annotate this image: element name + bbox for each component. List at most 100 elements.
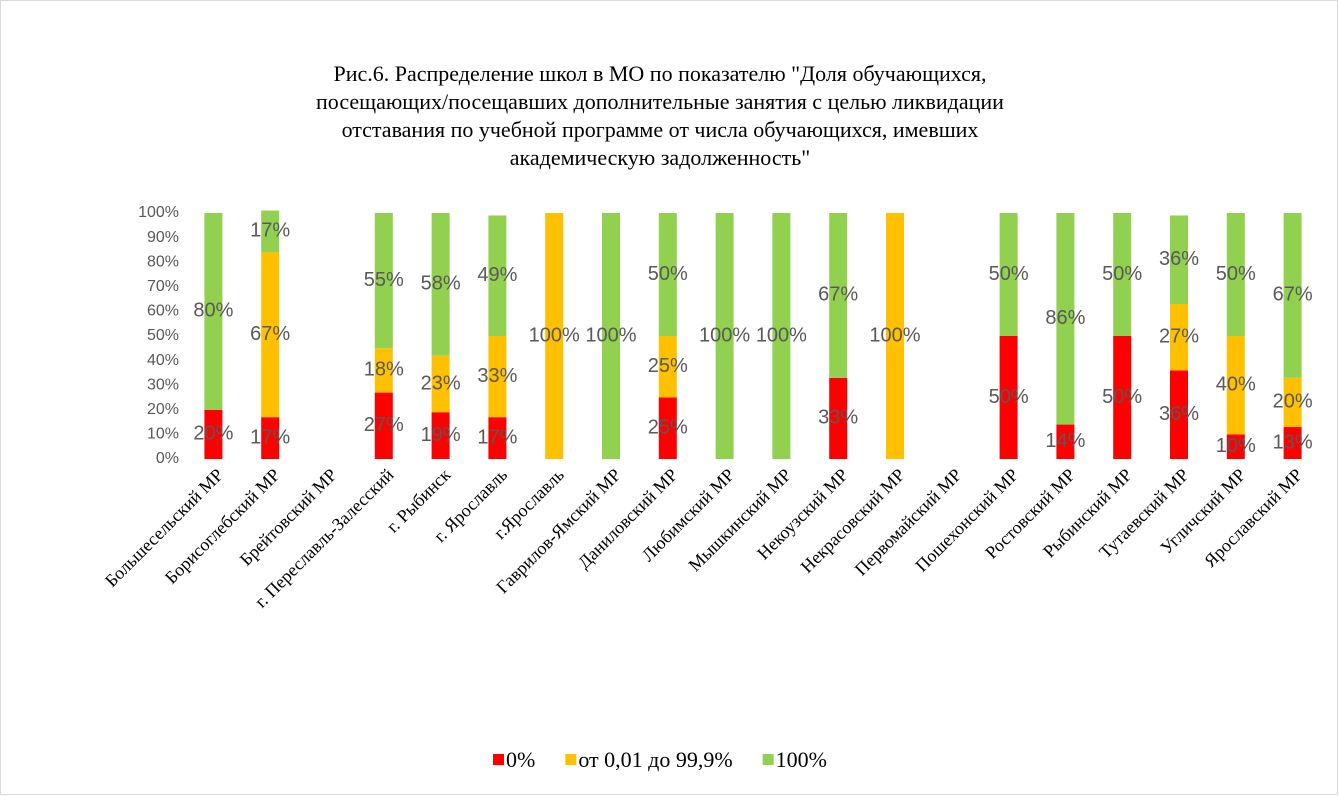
data-label: 19% — [421, 424, 461, 446]
bar-segment — [204, 409, 223, 459]
y-tick-label: 60% — [147, 303, 179, 320]
data-label: 50% — [1216, 263, 1256, 285]
bar-segment — [658, 336, 677, 398]
data-label: 20% — [193, 423, 233, 445]
y-tick-label: 80% — [147, 253, 179, 270]
y-tick-label: 10% — [147, 426, 179, 443]
bar-segment — [1170, 215, 1188, 305]
bar-segment — [829, 377, 848, 459]
data-label: 67% — [250, 323, 290, 345]
bar-segment — [715, 213, 734, 459]
bar-segment — [1226, 336, 1245, 435]
legend-swatch — [762, 754, 774, 765]
y-tick-label: 20% — [147, 401, 179, 418]
bar-segment — [431, 412, 450, 459]
data-label: 17% — [250, 426, 290, 448]
bar-segment — [374, 213, 393, 349]
bar-segment — [658, 213, 677, 336]
bar-segment — [261, 210, 280, 253]
data-label: 36% — [1159, 403, 1199, 425]
data-label: 67% — [818, 284, 858, 306]
bar-segment — [1283, 427, 1302, 459]
data-label: 25% — [648, 355, 688, 377]
y-tick-label: 0% — [156, 450, 179, 467]
bar-segment — [1226, 434, 1245, 459]
data-label: 58% — [421, 273, 461, 295]
bar-segment — [1113, 336, 1132, 459]
data-label: 100% — [699, 324, 750, 346]
bar-segment — [1056, 213, 1075, 425]
bar-segment — [1226, 213, 1245, 336]
data-label: 40% — [1216, 373, 1256, 395]
data-label: 13% — [1273, 431, 1313, 453]
bar-segment — [261, 417, 280, 459]
data-label: 33% — [818, 407, 858, 429]
bar-segment — [658, 397, 677, 459]
bar-segment — [1113, 213, 1132, 336]
bar-segment — [1170, 370, 1188, 459]
legend-swatch — [565, 754, 577, 765]
data-label: 17% — [250, 220, 290, 242]
chart-title: Рис.6. Распределение школ в МО по показа… — [333, 61, 986, 86]
data-label: 23% — [421, 372, 461, 394]
data-label: 80% — [193, 300, 233, 322]
bar-segment — [999, 213, 1018, 336]
bar-segment — [545, 213, 564, 459]
data-label: 14% — [1045, 430, 1085, 452]
data-label: 50% — [989, 263, 1029, 285]
legend-label: от 0,01 до 99,9% — [578, 747, 732, 772]
bar-segment — [602, 213, 620, 459]
data-label: 50% — [648, 263, 688, 285]
data-label: 27% — [1159, 326, 1199, 348]
data-label: 50% — [1102, 386, 1142, 408]
data-label: 18% — [364, 359, 404, 381]
y-tick-label: 50% — [147, 327, 179, 344]
bar-segment — [999, 336, 1018, 459]
bar-segment — [431, 213, 450, 356]
data-label: 100% — [869, 324, 920, 346]
legend-swatch — [493, 754, 504, 765]
y-tick-label: 30% — [147, 376, 179, 393]
data-label: 49% — [477, 264, 517, 286]
data-label: 36% — [1159, 248, 1199, 270]
data-label: 33% — [477, 365, 517, 387]
data-label: 86% — [1045, 307, 1085, 329]
bar-segment — [1283, 377, 1302, 428]
legend-label: 100% — [776, 747, 827, 772]
data-label: 100% — [585, 324, 636, 346]
bar-segment — [431, 355, 450, 413]
data-label: 67% — [1273, 284, 1313, 306]
data-label: 27% — [364, 414, 404, 436]
bar-segment — [261, 252, 280, 418]
data-label: 25% — [648, 417, 688, 439]
data-label: 55% — [364, 269, 404, 291]
y-tick-label: 40% — [147, 352, 179, 369]
data-label: 20% — [1273, 391, 1313, 413]
bar-segment — [886, 213, 904, 459]
bar-segment — [772, 213, 791, 459]
data-label: 100% — [529, 324, 580, 346]
data-label: 50% — [989, 386, 1029, 408]
bar-segment — [488, 215, 507, 336]
y-tick-label: 90% — [147, 229, 179, 246]
bar-segment — [488, 417, 507, 459]
bar-segment — [829, 213, 848, 378]
legend-label: 0% — [506, 747, 535, 772]
bar-segment — [374, 392, 393, 459]
bar-segment — [1170, 304, 1188, 371]
chart-title: отставания по учебной программе от числа… — [342, 117, 979, 142]
data-label: 50% — [1102, 263, 1142, 285]
bar-segment — [1283, 213, 1302, 378]
y-tick-label: 70% — [147, 278, 179, 295]
bar-segment — [204, 213, 223, 410]
bar-segment — [488, 336, 507, 418]
chart-title: посещающих/посещавших дополнительные зан… — [316, 89, 1004, 114]
data-label: 100% — [756, 324, 807, 346]
bar-segment — [1056, 424, 1075, 459]
y-tick-label: 100% — [138, 204, 179, 221]
chart-title: академическую задолженность" — [510, 145, 811, 170]
data-label: 10% — [1216, 435, 1256, 457]
data-label: 17% — [477, 426, 517, 448]
bar-segment — [374, 348, 393, 393]
